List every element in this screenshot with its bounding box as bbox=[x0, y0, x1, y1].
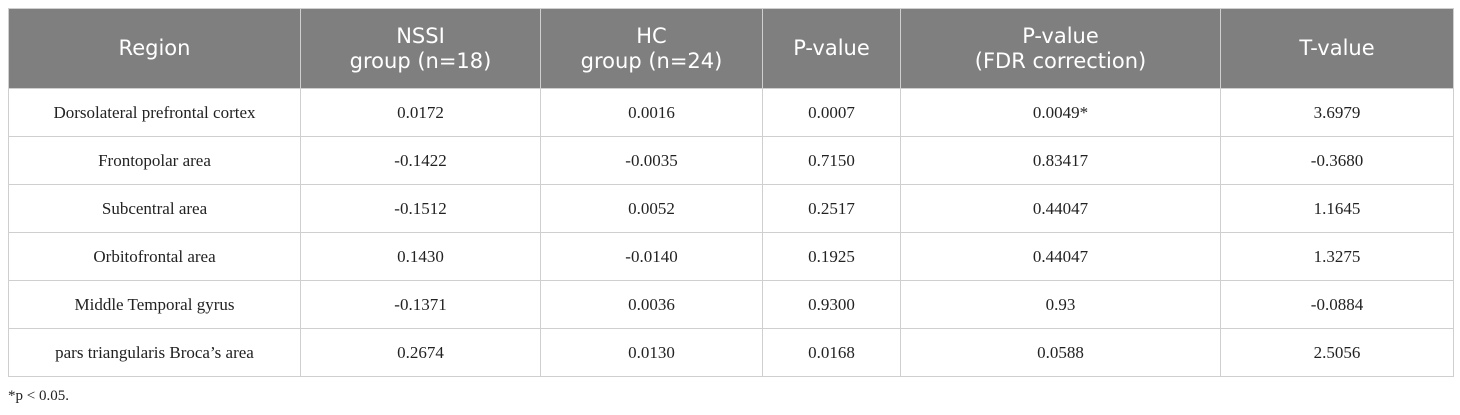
header-cell: HC group (n=24) bbox=[540, 8, 763, 89]
header-text: NSSI bbox=[396, 23, 445, 48]
value-cell: 1.1645 bbox=[1220, 184, 1454, 233]
value-cell: 0.2517 bbox=[762, 184, 901, 233]
header-cell: P-value bbox=[762, 8, 901, 89]
region-cell: Subcentral area bbox=[8, 184, 301, 233]
value-cell: 3.6979 bbox=[1220, 88, 1454, 137]
header-cell: Region bbox=[8, 8, 301, 89]
region-cell: Frontopolar area bbox=[8, 136, 301, 185]
header-cell: P-value (FDR correction) bbox=[900, 8, 1221, 89]
value-cell: 0.1430 bbox=[300, 232, 541, 281]
header-text: Region bbox=[118, 36, 191, 60]
value-cell: -0.1422 bbox=[300, 136, 541, 185]
value-cell: -0.0035 bbox=[540, 136, 763, 185]
header-text: T-value bbox=[1299, 36, 1375, 60]
header-text: group (n=18) bbox=[349, 48, 492, 73]
value-cell: -0.3680 bbox=[1220, 136, 1454, 185]
value-cell: 0.0168 bbox=[762, 328, 901, 377]
value-cell: 0.0052 bbox=[540, 184, 763, 233]
value-cell: -0.0884 bbox=[1220, 280, 1454, 329]
value-cell: 0.0172 bbox=[300, 88, 541, 137]
header-row: Region NSSI group (n=18) HC group (n=24) P-va… bbox=[8, 8, 1454, 89]
region-cell: Middle Temporal gyrus bbox=[8, 280, 301, 329]
table-row: Frontopolar area -0.1422 -0.0035 0.7150 0.83… bbox=[8, 136, 1454, 185]
header-text: P-value bbox=[793, 36, 870, 60]
table-row: pars triangularis Broca’s area 0.2674 0.01… bbox=[8, 328, 1454, 377]
table-row: Dorsolateral prefrontal cortex 0.0172 0.00… bbox=[8, 88, 1454, 137]
value-cell: 0.0007 bbox=[762, 88, 901, 137]
value-cell: 0.44047 bbox=[900, 184, 1221, 233]
footnote: *p < 0.05. bbox=[8, 388, 69, 404]
value-cell: 0.0049* bbox=[900, 88, 1221, 137]
header-text: HC bbox=[636, 23, 667, 48]
value-cell: 0.93 bbox=[900, 280, 1221, 329]
header-text: (FDR correction) bbox=[974, 48, 1147, 73]
value-cell: -0.0140 bbox=[540, 232, 763, 281]
table-row: Orbitofrontal area 0.1430 -0.0140 0.1925 0.4… bbox=[8, 232, 1454, 281]
value-cell: 0.83417 bbox=[900, 136, 1221, 185]
region-cell: pars triangularis Broca’s area bbox=[8, 328, 301, 377]
table-body: Dorsolateral prefrontal cortex 0.0172 0.00… bbox=[8, 88, 1454, 377]
table-row: Middle Temporal gyrus -0.1371 0.0036 0.9300… bbox=[8, 280, 1454, 329]
data-table: Region NSSI group (n=18) HC group (n=24) P-va… bbox=[8, 8, 1454, 377]
header-cell: T-value bbox=[1220, 8, 1454, 89]
value-cell: 0.0036 bbox=[540, 280, 763, 329]
value-cell: -0.1512 bbox=[300, 184, 541, 233]
value-cell: 1.3275 bbox=[1220, 232, 1454, 281]
value-cell: 0.9300 bbox=[762, 280, 901, 329]
header-text: group (n=24) bbox=[580, 48, 723, 73]
header-text: P-value bbox=[1022, 23, 1099, 48]
value-cell: -0.1371 bbox=[300, 280, 541, 329]
value-cell: 0.0016 bbox=[540, 88, 763, 137]
value-cell: 0.0588 bbox=[900, 328, 1221, 377]
value-cell: 0.7150 bbox=[762, 136, 901, 185]
region-cell: Orbitofrontal area bbox=[8, 232, 301, 281]
value-cell: 2.5056 bbox=[1220, 328, 1454, 377]
value-cell: 0.0130 bbox=[540, 328, 763, 377]
value-cell: 0.2674 bbox=[300, 328, 541, 377]
value-cell: 0.44047 bbox=[900, 232, 1221, 281]
region-cell: Dorsolateral prefrontal cortex bbox=[8, 88, 301, 137]
header-cell: NSSI group (n=18) bbox=[300, 8, 541, 89]
table-row: Subcentral area -0.1512 0.0052 0.2517 0.4404… bbox=[8, 184, 1454, 233]
value-cell: 0.1925 bbox=[762, 232, 901, 281]
